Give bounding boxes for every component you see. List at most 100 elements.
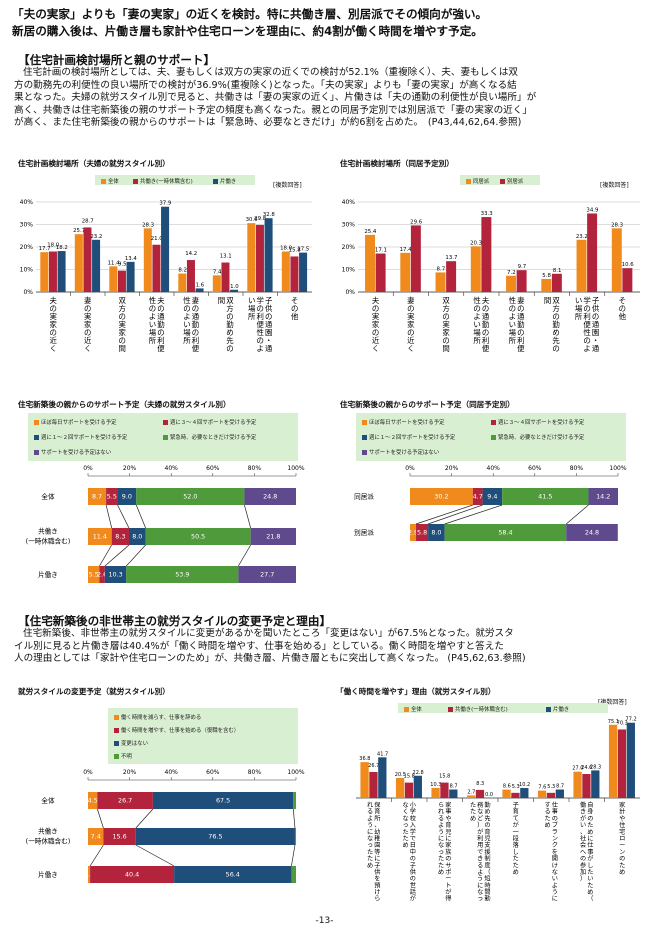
data-label: 9.4 (487, 493, 497, 501)
legend-item: 不明 (114, 752, 132, 760)
bar-segment (117, 488, 137, 505)
x-tick-label: き (580, 809, 586, 816)
x-tick-label: が (580, 814, 587, 822)
x-tick-label: た (513, 862, 519, 869)
x-tick-label: 40% (487, 465, 501, 472)
x-tick-label: め (403, 842, 409, 849)
bar (470, 246, 481, 292)
x-tick-label: 一 (513, 829, 519, 836)
x-tick-label: た (403, 829, 409, 836)
legend-item: 緊急時、必要なときだけ受ける予定 (163, 433, 256, 441)
legend-item: 週に３～４回サポートを受ける予定 (491, 418, 584, 426)
bar (520, 788, 529, 798)
x-tick-label: る (438, 815, 444, 822)
x-tick-label: 双 (119, 296, 127, 305)
x-tick-label: 学 (257, 296, 264, 305)
x-tick-label: い (183, 320, 190, 329)
x-tick-label: い (580, 822, 586, 829)
x-tick-label: 80% (248, 769, 262, 776)
legend-item: 週に３～４回サポートを受ける予定 (163, 418, 256, 426)
x-tick-label: の (119, 312, 126, 321)
bar (591, 770, 600, 798)
x-tick-label: や (619, 814, 625, 822)
x-tick-label: の (157, 304, 164, 313)
bar-segment (244, 488, 296, 505)
bar (221, 262, 230, 292)
chart1-title: 住宅計画検討場所（夫婦の就労スタイル別） (18, 159, 170, 168)
data-label: 26.7 (118, 797, 132, 805)
bar (410, 225, 421, 292)
bar-segment (103, 828, 136, 845)
x-tick-label: 近 (372, 336, 380, 345)
x-tick-label: 双 (442, 296, 450, 305)
x-tick-label: 援 (484, 848, 490, 856)
x-tick-label: 保 (374, 801, 381, 809)
x-tick-label: （ (484, 869, 490, 876)
data-label: 70.3 (617, 720, 628, 726)
data-label: 17.4 (400, 247, 413, 253)
bar (481, 217, 492, 292)
y-tick-label: 40% (20, 199, 34, 206)
x-tick-label: め (619, 869, 625, 876)
x-tick-label: 入 (410, 822, 416, 829)
data-label: 8.7 (556, 784, 564, 790)
x-tick-label: 所 (473, 336, 481, 345)
data-label: 21.0 (151, 236, 164, 242)
x-tick-label: 家 (50, 320, 58, 329)
bar-segment (293, 792, 296, 809)
x-tick-label: 勤 (484, 895, 490, 903)
x-tick-label: 実 (50, 312, 58, 321)
x-tick-label: 近 (407, 336, 415, 345)
x-tick-label: の (517, 304, 524, 313)
x-tick-label: 0% (83, 465, 93, 472)
x-tick-label: 近 (84, 336, 92, 345)
bar (360, 762, 369, 798)
x-tick-label: い (509, 320, 516, 329)
x-tick-label: 段 (513, 834, 519, 842)
x-tick-label: よ (477, 869, 483, 876)
x-tick-label: 務 (477, 801, 484, 809)
x-tick-label: 場 (183, 328, 191, 337)
x-tick-label: た (513, 856, 519, 863)
x-tick-label: 勤 (192, 320, 199, 329)
x-tick-label: る (477, 862, 483, 869)
data-label: 33.3 (481, 211, 493, 217)
bar-segment (126, 566, 239, 583)
chart3-legend: ほぼ毎日サポートを受ける予定 週に３～４回サポートを受ける予定 週に１～２回サポ… (28, 413, 298, 461)
bar (74, 234, 83, 292)
bar (587, 213, 598, 292)
data-label: 5.5 (89, 571, 99, 579)
x-tick-label: 家 (84, 320, 92, 329)
x-tick-label: 妻 (84, 296, 92, 305)
x-tick-label: た (403, 835, 409, 842)
x-tick-label: 所 (374, 814, 380, 822)
data-label: 25.7 (73, 228, 85, 234)
row-label: 別居派 (354, 528, 374, 537)
section1-line: 果となった。夫婦の就労スタイル別で見ると、共働きは「妻の実家の近く」、片働きは「… (14, 92, 537, 104)
x-tick-label: 学 (583, 296, 590, 305)
x-tick-label: 夫 (157, 296, 165, 305)
data-label: 28.3 (611, 222, 623, 228)
x-tick-label: 先 (552, 336, 560, 345)
bar-segment (294, 828, 296, 845)
x-tick-label: 双 (552, 296, 560, 305)
x-tick-label: 事 (552, 808, 558, 816)
x-tick-label: ロ (619, 835, 625, 842)
x-tick-label: な (552, 869, 558, 876)
y-tick-label: 20% (20, 244, 34, 251)
x-tick-label: を (552, 849, 558, 856)
x-tick-label: そ (291, 296, 298, 305)
data-label: 15.8 (289, 247, 302, 253)
x-tick-label: の (84, 304, 91, 313)
x-tick-label: 性 (473, 296, 480, 305)
bar (400, 252, 411, 292)
legend-item: 共働き(一時休職含む) (133, 177, 193, 185)
bar-segment (88, 866, 91, 883)
chart2-legend: 同居派 別居派 (460, 175, 540, 185)
x-tick-label: る (545, 809, 551, 816)
x-tick-label: の (226, 312, 233, 321)
x-tick-label: （ (587, 896, 593, 903)
x-tick-label: い (149, 320, 156, 329)
x-tick-label: 性 (509, 296, 516, 305)
x-tick-label: い (587, 876, 593, 883)
